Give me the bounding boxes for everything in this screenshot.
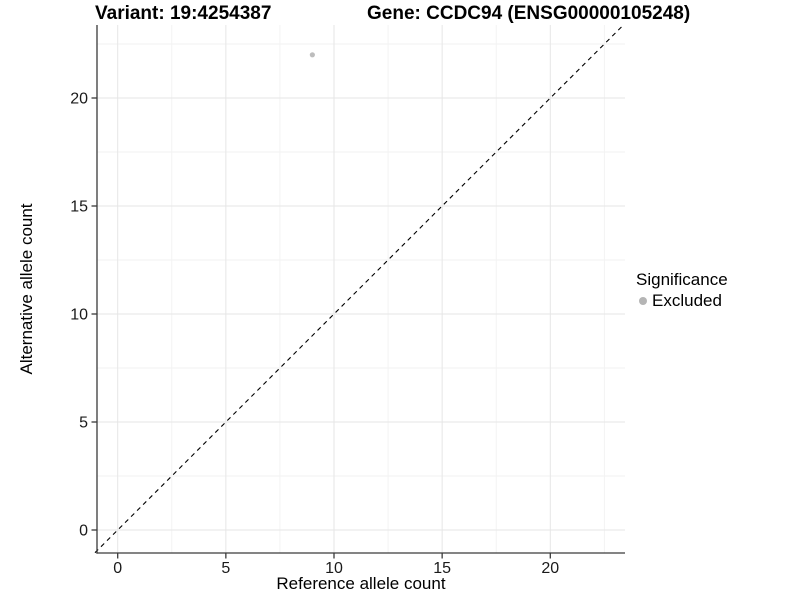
excluded-marker-icon [639,297,647,305]
x-tick-label: 5 [221,560,230,577]
plot-title-variant: Variant: 19:4254387 [95,3,271,24]
identity-line [94,25,624,554]
data-point [309,52,315,58]
x-tick-label: 0 [113,560,122,577]
plot-title-gene: Gene: CCDC94 (ENSG00000105248) [367,3,690,24]
x-axis-title: Reference allele count [276,574,445,593]
x-tick-label: 20 [541,560,559,577]
gridlines-major [97,25,625,553]
legend-item-label: Excluded [652,291,722,310]
axis-lines-group [96,25,625,554]
legend: Significance Excluded [636,270,728,311]
y-tick-label: 0 [79,523,88,540]
y-axis-title: Alternative allele count [17,203,36,374]
tick-labels-group: 0 5 10 15 20 0 5 10 15 20 [70,91,559,578]
y-tick-label: 20 [70,91,88,108]
data-points-group [309,52,315,58]
y-tick-label: 5 [79,415,88,432]
tick-marks-group [91,97,551,559]
y-tick-label: 15 [70,199,88,216]
y-tick-label: 10 [70,307,88,324]
x-tick-label: 15 [433,560,451,577]
identity-reference-line-group [94,25,624,554]
gridlines-minor [97,25,625,553]
x-tick-label: 10 [325,560,343,577]
legend-item-excluded: Excluded [636,291,728,311]
legend-title: Significance [636,270,728,289]
